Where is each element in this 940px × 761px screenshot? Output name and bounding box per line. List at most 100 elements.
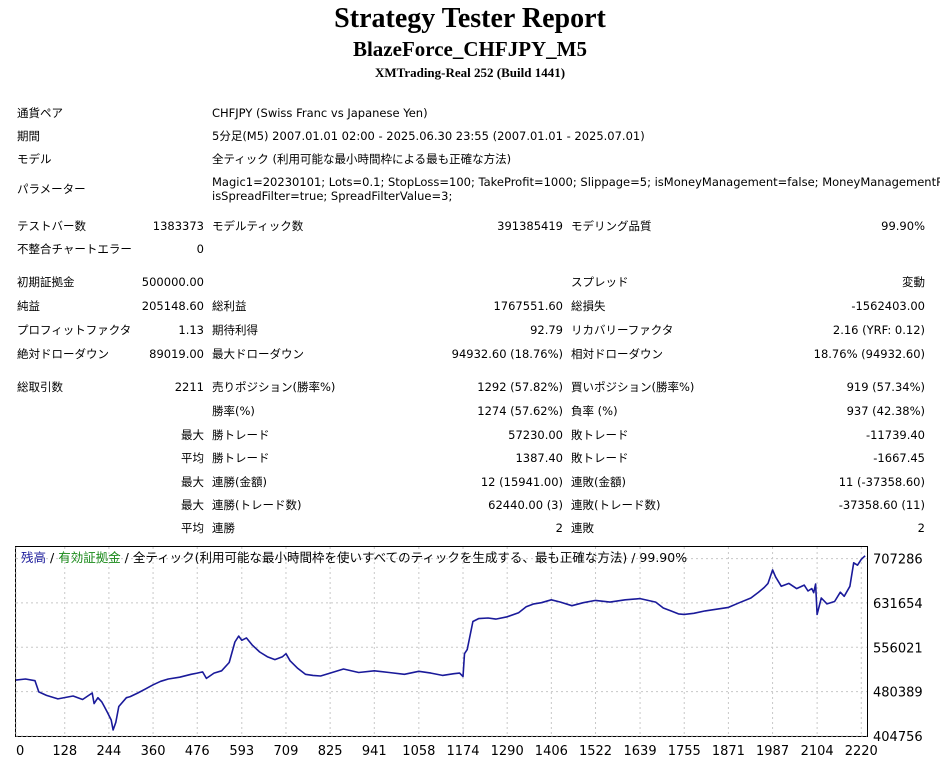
period-value: 5分足(M5) 2007.01.01 02:00 - 2025.06.30 23… bbox=[212, 129, 645, 143]
plot-area bbox=[15, 546, 868, 737]
spread-label: スプレッド bbox=[571, 275, 629, 289]
pf-value: 1.13 bbox=[178, 323, 204, 337]
total-trades-label: 総取引数 bbox=[17, 380, 63, 394]
model-value: 全ティック (利用可能な最小時間枠による最も正確な方法) bbox=[212, 152, 512, 166]
symbol-value: CHFJPY (Swiss Franc vs Japanese Yen) bbox=[212, 106, 428, 120]
gross-profit-value: 1767551.60 bbox=[493, 299, 563, 313]
params-line-1: Magic1=20230101; Lots=0.1; StopLoss=100;… bbox=[212, 175, 940, 189]
avg-win-label: 勝トレード bbox=[212, 451, 270, 465]
y-tick-label: 404756 bbox=[873, 730, 923, 745]
y-tick-label: 631654 bbox=[873, 597, 923, 612]
model-label: モデル bbox=[17, 152, 52, 166]
x-tick-label: 2220 bbox=[845, 744, 878, 758]
loss-rate-value: 937 (42.38%) bbox=[846, 404, 925, 418]
largest-win-label: 勝トレード bbox=[212, 428, 270, 442]
y-tick-label: 556021 bbox=[873, 641, 923, 656]
max-label-3: 最大 bbox=[181, 498, 204, 512]
gross-profit-label: 総利益 bbox=[212, 299, 247, 313]
report-build: XMTrading-Real 252 (Build 1441) bbox=[374, 65, 566, 80]
x-tick-label: 1871 bbox=[712, 744, 745, 758]
bars-label: テストバー数 bbox=[17, 219, 86, 233]
net-label: 純益 bbox=[17, 299, 40, 313]
report-title: Strategy Tester Report bbox=[334, 3, 606, 34]
x-tick-label: 1290 bbox=[491, 744, 524, 758]
max-label-2: 最大 bbox=[181, 475, 204, 489]
params-line-2: isSpreadFilter=true; SpreadFilterValue=3… bbox=[212, 189, 453, 203]
x-tick-label: 360 bbox=[141, 744, 166, 758]
legend-separator-1: / bbox=[46, 550, 59, 565]
deposit-label: 初期証拠金 bbox=[17, 275, 75, 289]
x-tick-label: 1174 bbox=[446, 744, 479, 758]
params-label: パラメーター bbox=[17, 182, 86, 196]
legend-separator-2: / bbox=[120, 550, 133, 565]
max-label-1: 最大 bbox=[181, 428, 204, 442]
x-tick-label: 1406 bbox=[535, 744, 568, 758]
avg-win-value: 1387.40 bbox=[515, 451, 563, 465]
max-dd-label: 最大ドローダウン bbox=[212, 347, 304, 361]
max-consec-profit-value: 62440.00 (3) bbox=[488, 498, 563, 512]
max-consec-wins-value: 12 (15941.00) bbox=[480, 475, 563, 489]
recovery-value: 2.16 (YRF: 0.12) bbox=[832, 323, 925, 337]
x-tick-label: 2104 bbox=[801, 744, 834, 758]
report-subtitle: BlazeForce_CHFJPY_M5 bbox=[352, 37, 588, 61]
balance-chart: 0 128 244 360 476 593 709 825 941 1058 1174 1290 140… bbox=[15, 546, 923, 758]
x-tick-label: 1755 bbox=[668, 744, 701, 758]
expected-label: 期待利得 bbox=[212, 323, 258, 337]
max-consec-loss-value: -37358.60 (11) bbox=[838, 498, 925, 512]
legend-balance: 残高 bbox=[21, 550, 47, 565]
avg-loss-value: -1667.45 bbox=[873, 451, 925, 465]
abs-dd-value: 89019.00 bbox=[149, 347, 204, 361]
avg-consec-wins-value: 2 bbox=[555, 521, 563, 535]
x-tick-label: 1987 bbox=[756, 744, 789, 758]
max-consec-profit-label: 連勝(トレード数) bbox=[212, 498, 302, 512]
quality-value: 99.90% bbox=[881, 219, 925, 233]
legend-model-quality: 全ティック(利用可能な最小時間枠を使いすべてのティックを生成する、最も正確な方法… bbox=[132, 550, 688, 565]
x-tick-label: 128 bbox=[52, 744, 77, 758]
bars-value: 1383373 bbox=[152, 219, 204, 233]
mismatch-value: 0 bbox=[196, 242, 204, 256]
avg-loss-label: 敗トレード bbox=[571, 451, 629, 465]
x-tick-label: 0 bbox=[16, 744, 24, 758]
balance-series-line bbox=[15, 555, 866, 731]
long-label: 買いポジション(勝率%) bbox=[571, 380, 695, 394]
max-consec-losses-label: 連敗(金額) bbox=[571, 475, 626, 489]
y-tick-label: 707286 bbox=[873, 553, 923, 568]
max-dd-value: 94932.60 (18.76%) bbox=[451, 347, 563, 361]
x-tick-label: 1639 bbox=[624, 744, 657, 758]
recovery-label: リカバリーファクタ bbox=[571, 323, 674, 337]
x-tick-label: 1058 bbox=[402, 744, 435, 758]
symbol-label: 通貨ペア bbox=[17, 106, 63, 120]
ticks-value: 391385419 bbox=[497, 219, 563, 233]
avg-label-1: 平均 bbox=[181, 451, 204, 465]
mismatch-label: 不整合チャートエラー bbox=[17, 242, 132, 256]
pf-label: プロフィットファクタ bbox=[17, 323, 132, 337]
largest-win-value: 57230.00 bbox=[508, 428, 563, 442]
ticks-label: モデルティック数 bbox=[212, 219, 304, 233]
quality-label: モデリング品質 bbox=[571, 219, 652, 233]
abs-dd-label: 絶対ドローダウン bbox=[17, 347, 109, 361]
net-value: 205148.60 bbox=[141, 299, 204, 313]
max-consec-wins-label: 連勝(金額) bbox=[212, 475, 267, 489]
rel-dd-value: 18.76% (94932.60) bbox=[813, 347, 925, 361]
long-value: 919 (57.34%) bbox=[846, 380, 925, 394]
expected-value: 92.79 bbox=[530, 323, 563, 337]
x-tick-label: 825 bbox=[318, 744, 343, 758]
largest-loss-value: -11739.40 bbox=[865, 428, 925, 442]
max-consec-losses-value: 11 (-37358.60) bbox=[838, 475, 925, 489]
avg-consec-wins-label: 連勝 bbox=[212, 521, 235, 535]
gross-loss-label: 総損失 bbox=[571, 299, 606, 313]
x-tick-label: 244 bbox=[96, 744, 121, 758]
y-tick-label: 480389 bbox=[873, 686, 923, 701]
period-label: 期間 bbox=[17, 129, 40, 143]
loss-rate-label: 負率 (%) bbox=[571, 404, 618, 418]
short-value: 1292 (57.82%) bbox=[477, 380, 563, 394]
rel-dd-label: 相対ドローダウン bbox=[571, 347, 663, 361]
legend-equity: 有効証拠金 bbox=[58, 550, 121, 565]
x-tick-label: 593 bbox=[229, 744, 254, 758]
x-tick-label: 709 bbox=[274, 744, 299, 758]
largest-loss-label: 敗トレード bbox=[571, 428, 629, 442]
x-tick-label: 941 bbox=[362, 744, 387, 758]
short-label: 売りポジション(勝率%) bbox=[212, 380, 336, 394]
win-rate-label: 勝率(%) bbox=[212, 404, 255, 418]
win-rate-value: 1274 (57.62%) bbox=[477, 404, 563, 418]
